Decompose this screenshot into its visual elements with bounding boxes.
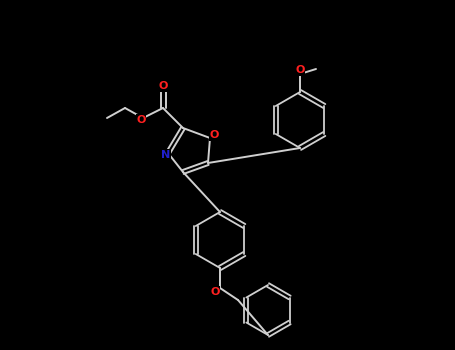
Text: N: N — [162, 150, 171, 160]
Text: O: O — [209, 130, 219, 140]
Text: O: O — [210, 287, 220, 297]
Text: O: O — [136, 115, 146, 125]
Text: O: O — [295, 65, 305, 75]
Text: O: O — [158, 81, 168, 91]
